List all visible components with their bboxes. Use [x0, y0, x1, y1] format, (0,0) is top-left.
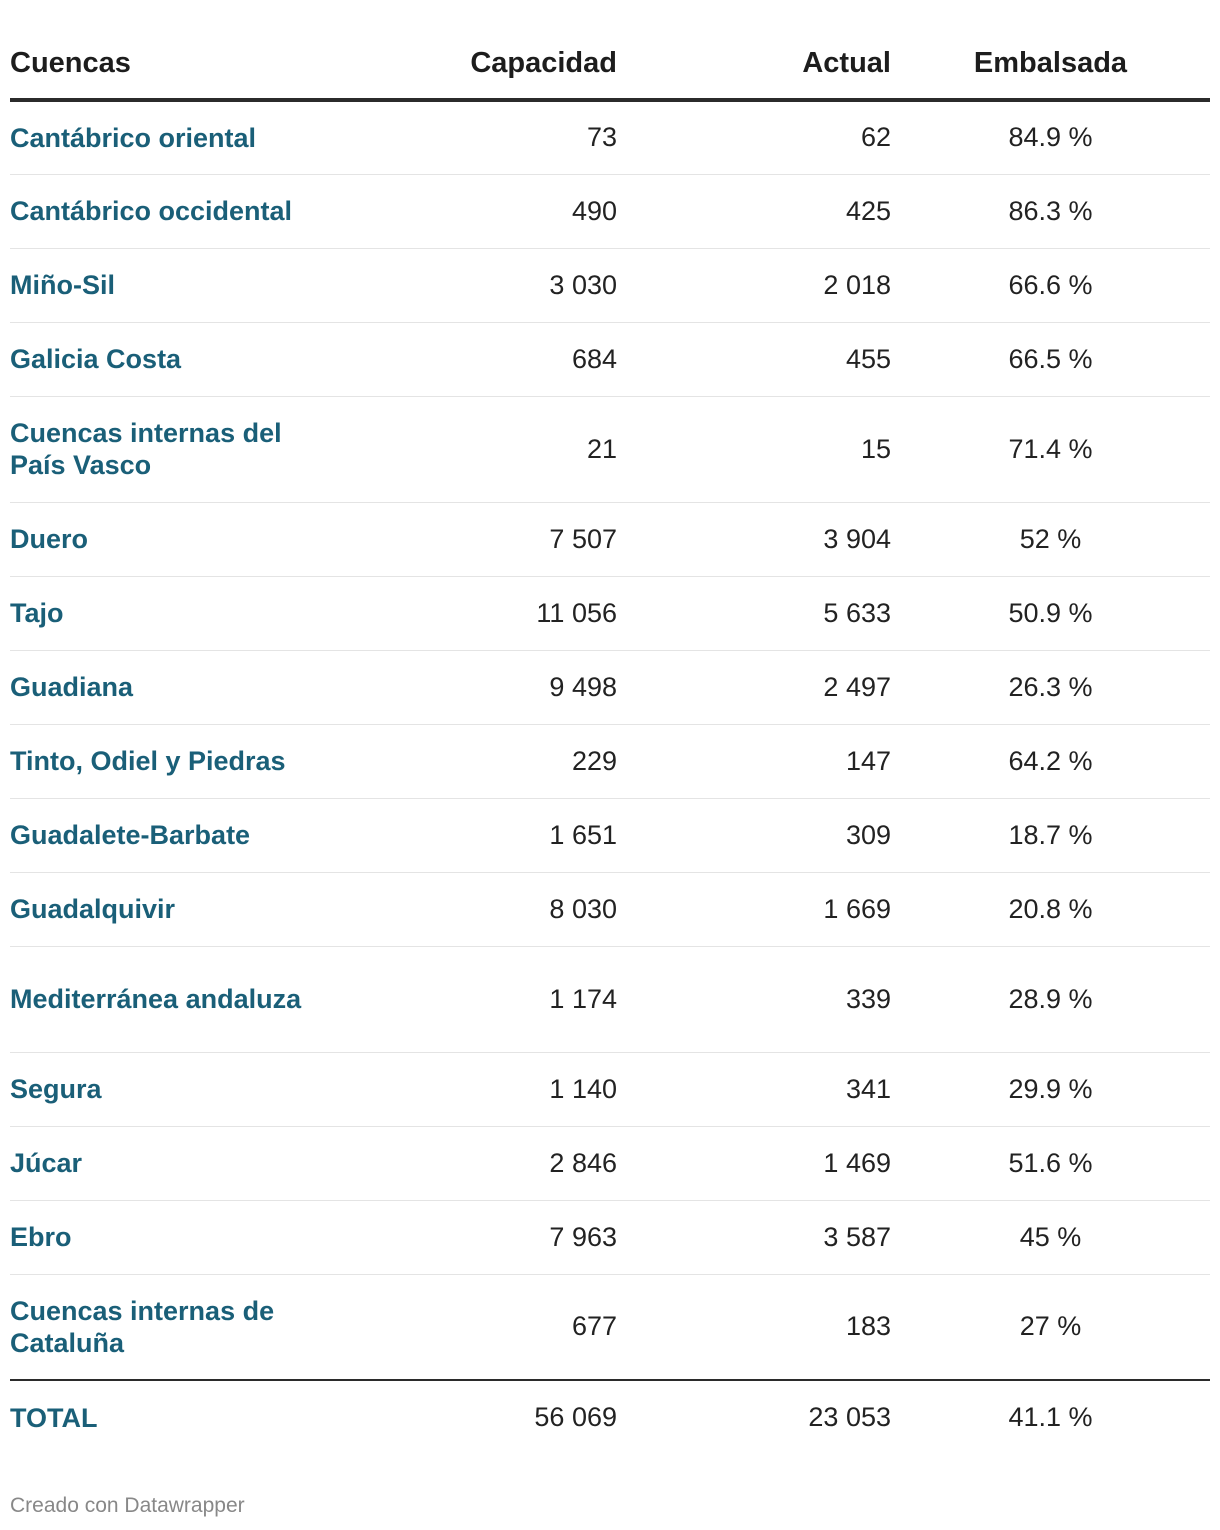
cell-capacidad: 7 507	[330, 502, 617, 577]
cell-embalsada: 29.9 %	[891, 1052, 1210, 1127]
datawrapper-credit[interactable]: Creado con Datawrapper	[10, 1494, 245, 1517]
cell-capacidad: 9 498	[330, 650, 617, 725]
cell-capacidad: 1 651	[330, 798, 617, 873]
cell-embalsada: 84.9 %	[891, 100, 1210, 175]
cell-embalsada: 66.5 %	[891, 322, 1210, 397]
cell-cuenca: Cantábrico oriental	[10, 100, 330, 175]
table-row: Tajo 11 056 5 633 50.9 %	[10, 576, 1210, 651]
cell-actual: 62	[617, 100, 891, 175]
cell-cuenca: Guadalete-Barbate	[10, 798, 330, 873]
table-row: Segura 1 140 341 29.9 %	[10, 1052, 1210, 1127]
table-row: Guadalete-Barbate 1 651 309 18.7 %	[10, 798, 1210, 873]
cell-actual: 455	[617, 322, 891, 397]
cell-actual: 3 904	[617, 502, 891, 577]
cell-cuenca: Cuencas internas del País Vasco	[10, 396, 330, 503]
cell-capacidad: 229	[330, 724, 617, 799]
table-row: Ebro 7 963 3 587 45 %	[10, 1200, 1210, 1275]
header-embalsada[interactable]: Embalsada	[891, 0, 1210, 102]
cell-embalsada: 27 %	[1019, 1311, 1082, 1342]
cell-capacidad: 684	[330, 322, 617, 397]
cell-embalsada: 86.3 %	[891, 174, 1210, 249]
cell-actual: 3 587	[617, 1200, 891, 1275]
cell-actual: 1 469	[617, 1126, 891, 1201]
cell-actual: 183	[845, 1311, 891, 1342]
cell-cuenca: Ebro	[10, 1200, 330, 1275]
cell-embalsada: 50.9 %	[891, 576, 1210, 651]
cell-actual: 2 497	[617, 650, 891, 725]
cell-cuenca: Guadiana	[10, 650, 330, 725]
cell-capacidad: 1 174	[330, 946, 617, 1053]
header-cuencas[interactable]: Cuencas	[10, 0, 330, 102]
table-row: Guadalquivir 8 030 1 669 20.8 %	[10, 872, 1210, 947]
table-row: Cantábrico occidental 490 425 86.3 %	[10, 174, 1210, 249]
cell-cuenca: Tajo	[10, 576, 330, 651]
total-label: TOTAL	[10, 1379, 330, 1454]
cell-capacidad: 11 056	[330, 576, 617, 651]
cell-actual: 147	[617, 724, 891, 799]
cell-actual: 5 633	[617, 576, 891, 651]
table-row: Cuencas internas del País Vasco 21 15 71…	[10, 396, 1210, 503]
cell-embalsada: 26.3 %	[891, 650, 1210, 725]
cell-capacidad: 490	[330, 174, 617, 249]
cell-actual: 1 669	[617, 872, 891, 947]
table-row: Cuencas internas de Cataluña 677 183 27 …	[10, 1274, 1210, 1380]
cell-cuenca: Cuencas internas de Cataluña	[10, 1295, 275, 1358]
total-capacidad: 56 069	[330, 1379, 617, 1454]
cell-cuenca: Segura	[10, 1052, 330, 1127]
cell-actual: 425	[617, 174, 891, 249]
cell-capacidad: 3 030	[330, 248, 617, 323]
cell-cuenca: Júcar	[10, 1126, 330, 1201]
cell-capacidad: 677	[571, 1311, 617, 1342]
table-row: Guadiana 9 498 2 497 26.3 %	[10, 650, 1210, 725]
cell-cuenca: Duero	[10, 502, 330, 577]
total-row: TOTAL 56 069 23 053 41.1 %	[10, 1379, 1210, 1454]
cell-cuenca: Tinto, Odiel y Piedras	[10, 724, 330, 799]
cell-embalsada: 66.6 %	[891, 248, 1210, 323]
cell-capacidad: 2 846	[330, 1126, 617, 1201]
cell-cuenca: Cantábrico occidental	[10, 174, 330, 249]
total-actual: 23 053	[617, 1379, 891, 1454]
table-row: Galicia Costa 684 455 66.5 %	[10, 322, 1210, 397]
header-capacidad[interactable]: Capacidad	[330, 0, 617, 102]
cell-embalsada: 71.4 %	[891, 396, 1210, 503]
cell-capacidad: 73	[330, 100, 617, 175]
table-row: Miño-Sil 3 030 2 018 66.6 %	[10, 248, 1210, 323]
cell-actual: 341	[617, 1052, 891, 1127]
cell-embalsada: 64.2 %	[891, 724, 1210, 799]
cell-actual: 309	[617, 798, 891, 873]
cell-cuenca: Miño-Sil	[10, 248, 330, 323]
cell-actual: 339	[617, 946, 891, 1053]
cell-capacidad: 21	[330, 396, 617, 503]
table-row: Cantábrico oriental 73 62 84.9 %	[10, 100, 1210, 175]
cell-capacidad: 1 140	[330, 1052, 617, 1127]
table-row: Duero 7 507 3 904 52 %	[10, 502, 1210, 577]
cell-actual: 2 018	[617, 248, 891, 323]
table-row: Mediterránea andaluza 1 174 339 28.9 %	[10, 946, 1210, 1053]
cell-embalsada: 45 %	[891, 1200, 1210, 1275]
reservoir-table: Cuencas Capacidad Actual Embalsada Cantá…	[10, 0, 1210, 1454]
cell-capacidad: 8 030	[330, 872, 617, 947]
cell-embalsada: 51.6 %	[891, 1126, 1210, 1201]
total-embalsada: 41.1 %	[891, 1379, 1210, 1454]
cell-embalsada: 18.7 %	[891, 798, 1210, 873]
cell-cuenca: Guadalquivir	[10, 872, 330, 947]
cell-cuenca: Galicia Costa	[10, 322, 330, 397]
header-actual[interactable]: Actual	[617, 0, 891, 102]
cell-embalsada: 28.9 %	[891, 946, 1210, 1053]
cell-embalsada: 20.8 %	[891, 872, 1210, 947]
table-row: Tinto, Odiel y Piedras 229 147 64.2 %	[10, 724, 1210, 799]
cell-capacidad: 7 963	[330, 1200, 617, 1275]
table-row: Júcar 2 846 1 469 51.6 %	[10, 1126, 1210, 1201]
table-header-row: Cuencas Capacidad Actual Embalsada	[10, 0, 1210, 102]
cell-actual: 15	[617, 396, 891, 503]
cell-embalsada: 52 %	[891, 502, 1210, 577]
reservoir-table-container: Cuencas Capacidad Actual Embalsada Cantá…	[10, 0, 1210, 1454]
cell-cuenca: Mediterránea andaluza	[10, 946, 330, 1053]
